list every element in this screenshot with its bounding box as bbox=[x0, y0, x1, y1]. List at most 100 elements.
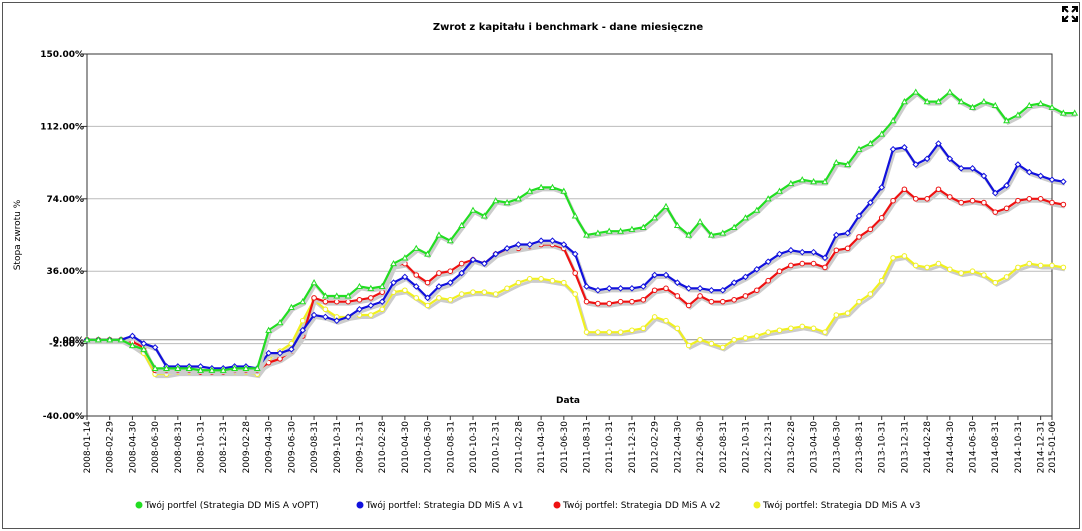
x-tick-label: 2010-04-30 bbox=[401, 421, 411, 474]
data-point bbox=[810, 178, 818, 185]
y-tick-label: 74.00% bbox=[47, 195, 85, 205]
data-point bbox=[912, 196, 919, 202]
data-point bbox=[412, 244, 420, 251]
data-point bbox=[583, 283, 590, 290]
data-point bbox=[378, 282, 386, 290]
data-point bbox=[106, 336, 114, 343]
data-point bbox=[969, 197, 976, 204]
data-point bbox=[1003, 117, 1011, 124]
data-point bbox=[629, 327, 635, 334]
legend-item[interactable]: Twój portfel: Strategia DD MiS A v3 bbox=[753, 500, 921, 511]
data-point bbox=[572, 291, 578, 297]
data-point bbox=[958, 270, 964, 276]
data-point bbox=[651, 287, 658, 294]
data-point bbox=[947, 266, 953, 273]
data-point bbox=[504, 285, 510, 292]
data-point bbox=[242, 364, 250, 371]
legend-item[interactable]: Twój portfel: Strategia DD MiS A v1 bbox=[356, 500, 524, 511]
data-point bbox=[128, 341, 136, 349]
data-point bbox=[935, 260, 942, 267]
data-point bbox=[912, 262, 919, 269]
data-point bbox=[94, 336, 102, 343]
data-point bbox=[1037, 172, 1044, 180]
data-point bbox=[822, 329, 828, 335]
data-point bbox=[696, 218, 704, 225]
data-point bbox=[765, 329, 771, 335]
data-point bbox=[935, 140, 942, 147]
data-point bbox=[685, 302, 692, 309]
data-point bbox=[1060, 201, 1067, 208]
legend-swatch bbox=[753, 501, 761, 509]
series-group bbox=[83, 88, 1079, 375]
data-point bbox=[696, 285, 704, 292]
legend-swatch bbox=[553, 501, 561, 509]
x-tick-label: 2010-12-31 bbox=[492, 421, 502, 473]
data-point bbox=[492, 291, 499, 297]
legend-label: Twój portfel: Strategia DD MiS A v3 bbox=[762, 500, 921, 511]
x-tick-label: 2010-06-30 bbox=[424, 421, 434, 474]
data-point bbox=[673, 221, 681, 229]
data-point bbox=[844, 229, 851, 237]
chart: Zwrot z kapitału i benchmark - dane mies… bbox=[13, 22, 1079, 511]
data-point bbox=[1003, 274, 1010, 280]
data-point bbox=[969, 165, 976, 172]
data-point bbox=[992, 209, 999, 215]
x-tick-label: 2008-01-14 bbox=[83, 421, 93, 474]
data-point bbox=[458, 221, 466, 229]
y-axis: 150.00% 112.00% 74.00% 36.00% -2.00% -40.00% 0… bbox=[40, 50, 87, 422]
data-point bbox=[957, 165, 965, 172]
data-point bbox=[560, 241, 568, 248]
data-point bbox=[424, 302, 431, 309]
data-point bbox=[424, 250, 432, 257]
data-point bbox=[662, 271, 670, 279]
expand-icon[interactable] bbox=[1061, 5, 1079, 23]
legend-item[interactable]: Twój portfel: Strategia DD MiS A v2 bbox=[553, 500, 721, 511]
data-point bbox=[969, 103, 976, 110]
y-tick-label: 36.00% bbox=[47, 267, 85, 277]
data-point bbox=[867, 226, 874, 233]
data-point bbox=[832, 158, 840, 166]
data-point bbox=[799, 323, 806, 330]
data-point bbox=[935, 98, 942, 105]
data-point bbox=[866, 139, 874, 147]
data-point bbox=[639, 283, 647, 290]
data-point bbox=[855, 145, 863, 152]
legend-item[interactable]: Twój portfel (Strategia DD MiS A vOPT) bbox=[135, 500, 319, 511]
data-point bbox=[742, 214, 749, 221]
data-point bbox=[651, 314, 658, 320]
data-point bbox=[640, 325, 647, 332]
x-tick-label: 2011-02-28 bbox=[514, 421, 524, 474]
data-point bbox=[662, 202, 670, 210]
data-point bbox=[174, 364, 182, 371]
data-point bbox=[719, 298, 726, 305]
data-point bbox=[1048, 103, 1056, 110]
data-point bbox=[901, 144, 908, 151]
data-point bbox=[549, 277, 556, 284]
data-point bbox=[674, 293, 681, 299]
data-point bbox=[515, 241, 522, 248]
x-tick-label: 2012-06-30 bbox=[696, 421, 706, 474]
data-point bbox=[787, 246, 795, 254]
data-point bbox=[436, 270, 442, 276]
x-tick-label: 2014-06-30 bbox=[969, 421, 979, 474]
data-point bbox=[356, 305, 363, 313]
data-point bbox=[1014, 111, 1022, 118]
data-point bbox=[947, 194, 953, 200]
data-point bbox=[299, 298, 307, 305]
data-point bbox=[754, 333, 760, 339]
data-point bbox=[402, 287, 408, 294]
data-point bbox=[855, 212, 863, 220]
data-point bbox=[1015, 197, 1021, 204]
data-point bbox=[538, 276, 544, 282]
data-point bbox=[310, 311, 318, 319]
data-point bbox=[117, 336, 125, 343]
y-axis-label: Stopa zwrotu % bbox=[13, 199, 23, 270]
data-point bbox=[889, 145, 897, 153]
data-point bbox=[277, 356, 283, 362]
data-point bbox=[776, 327, 783, 334]
data-point bbox=[708, 340, 715, 347]
data-point bbox=[958, 199, 964, 206]
x-tick-label: 2010-02-28 bbox=[378, 421, 388, 474]
data-point bbox=[821, 254, 829, 262]
data-point bbox=[901, 186, 908, 193]
